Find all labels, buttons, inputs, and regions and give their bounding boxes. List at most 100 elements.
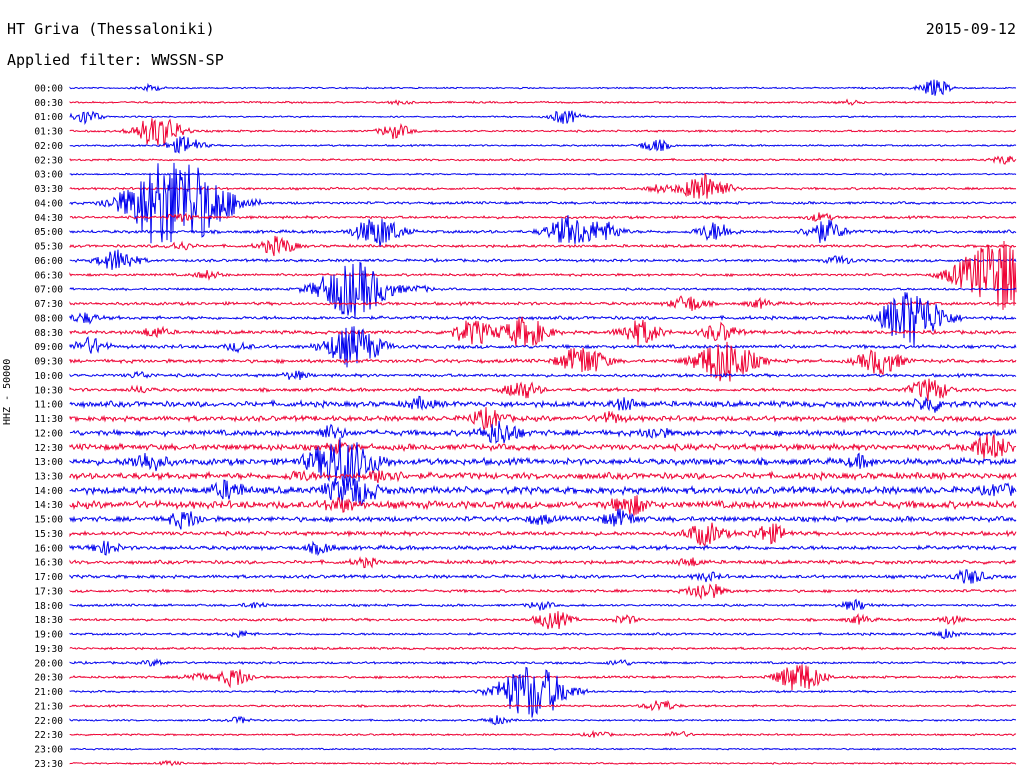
time-tick-label: 07:30 xyxy=(34,299,63,310)
time-tick-label: 05:00 xyxy=(34,227,63,238)
time-tick-label: 01:30 xyxy=(34,127,63,138)
time-tick-label: 21:30 xyxy=(34,701,63,712)
time-tick-label: 03:30 xyxy=(34,184,63,195)
trace-line xyxy=(69,136,1017,154)
trace-line xyxy=(69,261,1017,319)
trace-line xyxy=(69,235,1017,257)
time-tick-label: 08:30 xyxy=(34,328,63,339)
time-tick-label: 23:30 xyxy=(34,759,63,770)
time-tick-label: 13:00 xyxy=(34,457,63,468)
trace-line xyxy=(69,475,1017,507)
trace-line xyxy=(69,110,1017,126)
trace-line xyxy=(69,556,1017,569)
station-title: HT Griva (Thessaloniki) xyxy=(7,20,215,38)
trace-line xyxy=(69,715,1017,726)
time-tick-label: 10:00 xyxy=(34,371,63,382)
time-tick-label: 11:30 xyxy=(34,414,63,425)
time-tick-label: 18:00 xyxy=(34,601,63,612)
time-tick-label: 20:30 xyxy=(34,673,63,684)
time-tick-label: 05:30 xyxy=(34,242,63,253)
trace-line xyxy=(69,522,1017,547)
time-tick-label: 17:00 xyxy=(34,572,63,583)
time-tick-label: 15:30 xyxy=(34,529,63,540)
trace-line xyxy=(69,699,1017,712)
trace-line xyxy=(69,292,1017,347)
time-tick-label: 14:00 xyxy=(34,486,63,497)
time-tick-label: 19:00 xyxy=(34,630,63,641)
trace-line xyxy=(69,155,1017,165)
time-tick-label: 01:00 xyxy=(34,112,63,123)
time-tick-label: 14:30 xyxy=(34,500,63,511)
trace-line xyxy=(69,469,1017,483)
time-tick-label: 08:00 xyxy=(34,313,63,324)
trace-line xyxy=(69,420,1017,444)
time-tick-label: 13:30 xyxy=(34,471,63,482)
trace-line xyxy=(69,729,1017,738)
trace-line xyxy=(69,341,1017,382)
date-label: 2015-09-12 xyxy=(925,20,1016,38)
time-tick-label: 17:30 xyxy=(34,586,63,597)
trace-line xyxy=(69,611,1017,630)
trace-line xyxy=(69,508,1017,530)
time-tick-label: 03:00 xyxy=(34,170,63,181)
trace-line xyxy=(69,583,1017,601)
trace-line xyxy=(69,759,1017,767)
trace-line xyxy=(69,212,1017,223)
trace-line xyxy=(69,437,1017,486)
trace-line xyxy=(69,295,1017,312)
trace-line xyxy=(69,598,1017,611)
time-tick-label: 12:30 xyxy=(34,443,63,454)
trace-line xyxy=(69,172,1017,199)
trace-line xyxy=(69,540,1017,557)
time-tick-label: 06:00 xyxy=(34,256,63,267)
filter-label: Applied filter: WWSSN-SP xyxy=(7,51,224,69)
time-tick-label: 02:30 xyxy=(34,155,63,166)
time-tick-label: 21:00 xyxy=(34,687,63,698)
trace-line xyxy=(69,240,1017,310)
time-tick-label: 10:30 xyxy=(34,385,63,396)
trace-line xyxy=(69,370,1017,381)
time-tick-label: 09:30 xyxy=(34,357,63,368)
time-tick-label: 22:30 xyxy=(34,730,63,741)
trace-line xyxy=(69,495,1017,516)
time-tick-label: 06:30 xyxy=(34,270,63,281)
trace-line xyxy=(69,378,1017,402)
trace-line xyxy=(69,249,1017,270)
trace-line xyxy=(69,118,1017,147)
time-tick-label: 19:30 xyxy=(34,644,63,655)
time-tick-label: 00:00 xyxy=(34,84,63,95)
time-tick-label: 12:00 xyxy=(34,428,63,439)
trace-line xyxy=(69,395,1017,413)
trace-line xyxy=(69,215,1017,248)
time-tick-label: 22:00 xyxy=(34,716,63,727)
trace-line xyxy=(69,407,1017,432)
time-tick-label: 02:00 xyxy=(34,141,63,152)
trace-line xyxy=(69,657,1017,667)
time-tick-label: 23:00 xyxy=(34,745,63,756)
time-tick-label: 11:00 xyxy=(34,400,63,411)
time-tick-label: 15:00 xyxy=(34,515,63,526)
time-tick-label: 04:00 xyxy=(34,198,63,209)
time-tick-label: 18:30 xyxy=(34,615,63,626)
time-tick-label: 00:30 xyxy=(34,98,63,109)
trace-line xyxy=(69,747,1017,751)
trace-line xyxy=(69,664,1017,691)
trace-line xyxy=(69,172,1017,176)
trace-line xyxy=(69,316,1017,347)
trace-line xyxy=(69,628,1017,640)
trace-line xyxy=(69,79,1017,96)
trace-line xyxy=(69,98,1017,107)
trace-line xyxy=(69,646,1017,651)
time-tick-label: 20:00 xyxy=(34,658,63,669)
time-tick-label: 04:30 xyxy=(34,213,63,224)
trace-line xyxy=(69,433,1017,459)
trace-line xyxy=(69,666,1017,718)
time-tick-label: 09:00 xyxy=(34,342,63,353)
time-tick-label: 16:00 xyxy=(34,543,63,554)
trace-line xyxy=(69,569,1017,584)
trace-line xyxy=(69,326,1017,368)
time-tick-label: 16:30 xyxy=(34,558,63,569)
time-tick-label: 07:00 xyxy=(34,285,63,296)
trace-line xyxy=(69,162,1017,244)
